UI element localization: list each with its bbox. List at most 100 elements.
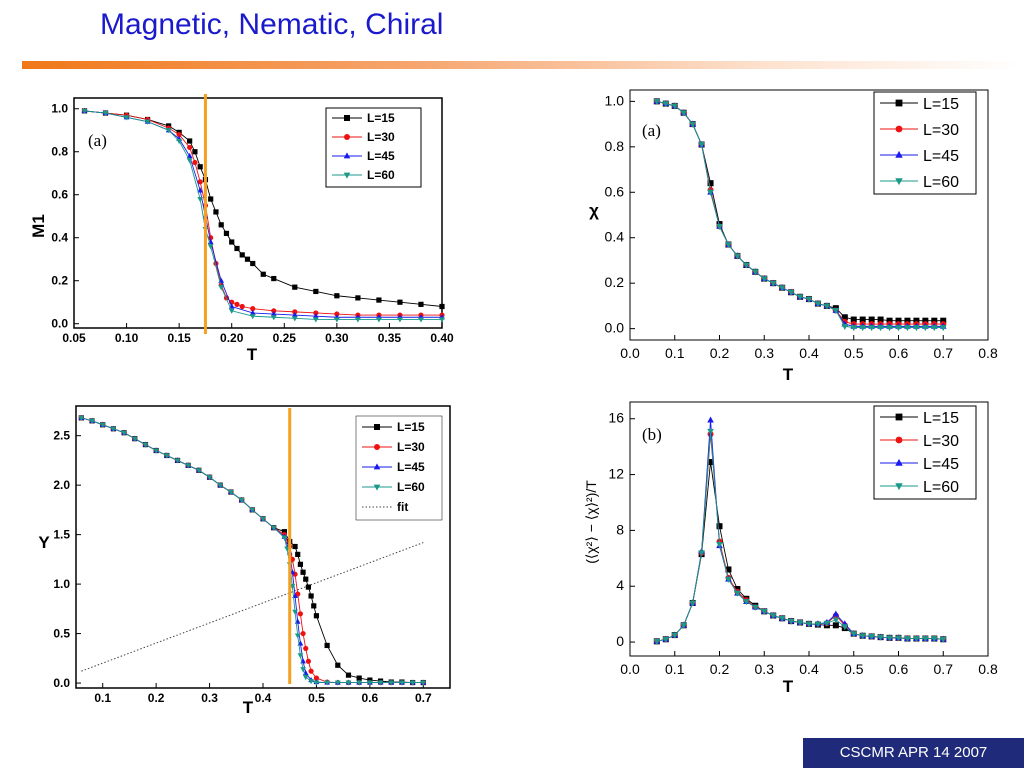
legend-marker [373,484,381,491]
data-point [832,308,840,315]
y-tick-label: 0.4 [605,229,625,245]
data-point [823,303,831,310]
legend-marker [895,413,903,421]
data-point [302,675,309,681]
data-point [397,299,403,305]
data-point [356,675,362,681]
data-point [439,303,445,310]
data-point [305,658,312,664]
data-point [244,256,251,262]
legend-marker [895,483,903,491]
data-point [814,621,822,628]
data-point [698,142,705,149]
x-tick-label: 0.40 [430,331,454,345]
data-point [110,426,117,432]
data-point [886,325,893,332]
data-point [752,269,759,276]
data-point [81,108,88,115]
data-point [859,316,866,323]
data-point [207,244,214,250]
legend-marker [343,172,351,179]
y-tick-label: 12 [608,466,624,482]
x-tick-label: 0.2 [148,691,165,705]
legend-marker [374,424,380,430]
footer-banner: CSCMR APR 14 2007 [803,738,1024,768]
data-point [939,325,947,332]
data-point [399,680,405,686]
data-point [334,311,340,317]
data-point [760,608,768,615]
data-point [131,436,138,442]
legend-entry: L=45 [367,149,395,163]
data-point [270,310,277,317]
data-point [662,636,670,643]
data-point [769,280,777,287]
data-point [197,164,203,170]
x-tick-label: 0.15 [167,331,191,345]
legend-entry: L=60 [923,174,959,191]
legend-entry: L=15 [367,111,395,125]
data-point [832,617,840,624]
data-point [292,543,298,550]
data-point [698,550,705,557]
data-point [689,600,696,607]
data-point [239,303,245,310]
data-point [904,325,911,332]
data-point [409,680,416,686]
data-point [312,313,319,319]
data-point [376,317,382,323]
data-point [294,633,301,639]
data-point [931,636,938,643]
y-tick-label: 0.8 [51,145,68,159]
y-axis-label: χ [589,201,599,220]
y-tick-label: 2.0 [53,478,70,492]
x-tick-label: 0.7 [415,691,432,705]
data-point [841,624,849,631]
data-point [707,189,714,196]
x-tick-label: 0.5 [844,661,864,677]
legend-box [873,405,977,500]
y-tick-label: 1.0 [605,92,625,108]
data-point [142,442,149,448]
y-axis-label: M1 [29,214,48,238]
data-point [311,603,317,609]
data-point [312,317,319,323]
data-point [297,611,303,617]
data-point [805,621,813,628]
data-point [297,561,303,567]
data-point [229,239,235,245]
x-tick-label: 0.2 [710,661,730,677]
legend-entry: L=30 [923,433,959,450]
data-point [234,245,240,252]
legend-marker [895,125,903,133]
data-point [418,317,424,323]
data-point [859,633,866,640]
data-point [217,483,224,489]
data-point [249,314,256,320]
y-tick-label: 0.5 [53,627,70,641]
legend-entry: L=60 [367,168,395,182]
data-point [662,101,670,108]
data-point [707,416,714,423]
data-point [397,317,403,323]
data-point [752,604,759,611]
x-tick-label: 0.7 [934,345,954,361]
y-tick-label: 0.8 [605,138,625,154]
fit-line [81,542,424,672]
data-point [689,121,696,128]
data-point [904,317,911,324]
data-point [877,316,884,323]
data-point [260,271,266,277]
data-point [716,523,723,530]
data-point [895,325,902,332]
data-point [680,110,687,117]
data-point [671,103,679,110]
data-point [787,618,795,625]
x-tick-label: 0.4 [799,345,819,361]
data-point [877,634,884,641]
data-point [99,422,106,428]
data-point [366,680,373,686]
data-point [707,180,714,187]
y-axis-label: (⟨χ²⟩ − ⟨χ⟩²)/T [583,480,599,564]
legend-entry: L=30 [367,130,395,144]
